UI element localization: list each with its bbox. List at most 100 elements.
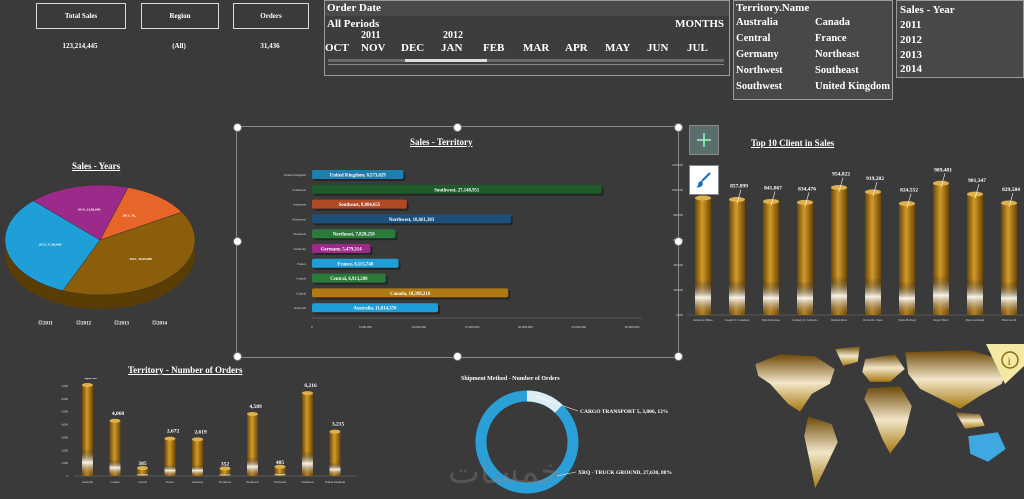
map-australia[interactable]	[967, 431, 1007, 463]
territory-item-southwest[interactable]: Southwest	[736, 81, 783, 92]
client-bar-sheen	[797, 202, 813, 315]
client-bar-top	[1001, 200, 1017, 206]
map-asia[interactable]	[904, 349, 1011, 410]
territory-bar-central[interactable]	[312, 273, 386, 283]
order-date-timeline[interactable]: Order Date All Periods MONTHS 2011 2012 …	[324, 0, 730, 76]
shipment-ring-cargo[interactable]	[475, 390, 579, 494]
month-feb[interactable]: FEB	[483, 42, 505, 54]
map-greenland[interactable]	[834, 345, 861, 367]
territory-bar-northeast[interactable]	[312, 229, 396, 239]
shipment-chart[interactable]: CARGO TRANSPORT 5, 3,806, 12% XRQ - TRUC…	[470, 385, 700, 499]
resize-handle-br[interactable]	[674, 352, 683, 361]
top-clients-chart[interactable]: 0,000 200,000 400,000 600,000 800,000 1000,00…	[655, 150, 1024, 330]
territory-sales-chart[interactable]: United Kingdom, 8,573,829 United Kingdom S…	[240, 150, 670, 350]
territory-axis-label: Northeast	[293, 232, 306, 236]
client-bar-top	[831, 185, 847, 191]
month-dec[interactable]: DEC	[401, 42, 425, 54]
map-south-america[interactable]	[803, 415, 839, 490]
year-item-2012[interactable]: 2012	[900, 34, 922, 46]
add-chart-element-button[interactable]	[689, 125, 719, 155]
territory-item-france[interactable]: France	[815, 33, 847, 44]
shipment-leader-truck	[556, 471, 577, 477]
order-bar-top	[274, 464, 286, 469]
month-jul[interactable]: JUL	[687, 42, 708, 54]
resize-handle-mr[interactable]	[674, 237, 683, 246]
shipment-title: Shipment Method - Number of Orders	[461, 376, 560, 382]
order-value-label: 4,589	[249, 404, 262, 410]
resize-handle-tm[interactable]	[453, 123, 462, 132]
territory-item-canada[interactable]: Canada	[815, 17, 851, 28]
territory-bar-united-kingdom[interactable]	[312, 170, 404, 179]
month-apr[interactable]: APR	[565, 42, 588, 54]
client-leader-line	[906, 193, 912, 208]
territory-item-northwest[interactable]: Northwest	[736, 65, 783, 76]
timeline-track[interactable]	[328, 59, 724, 62]
resize-handle-tl[interactable]	[233, 123, 242, 132]
clients-y-tick: 200,000	[673, 288, 683, 293]
territory-x-tick: 0	[311, 325, 313, 329]
watermark: خمسات	[448, 452, 562, 492]
territory-item-germany[interactable]: Germany	[736, 49, 779, 60]
legend-swatch-2014	[152, 320, 157, 325]
total-sales-value: 123,214,445	[62, 42, 98, 50]
pie-slice-2012[interactable]	[62, 211, 196, 296]
month-jan[interactable]: JAN	[441, 42, 463, 54]
map-africa[interactable]	[863, 385, 913, 455]
legend-swatch-2011	[38, 320, 43, 325]
territory-slicer[interactable]: Territory.Name Australia Canada Central Fra…	[733, 0, 893, 100]
orders-territory-chart[interactable]: 0 1,000 2,000 3,000 4,000 5,000 6,000 7,000 6,84…	[40, 378, 370, 499]
timeline-months[interactable]: OCT NOV DEC JAN FEB MAR APR MAY JUN JUL	[325, 42, 725, 55]
timeline-scrollbar[interactable]	[405, 59, 487, 62]
territory-item-northeast[interactable]: Northeast	[815, 49, 860, 60]
order-bar-sheen	[164, 438, 176, 476]
territory-bar-southwest[interactable]	[312, 184, 602, 194]
resize-handle-bl[interactable]	[233, 352, 242, 361]
resize-handle-bm[interactable]	[453, 352, 462, 361]
month-may[interactable]: MAY	[605, 42, 631, 54]
client-bar-sheen	[831, 187, 847, 315]
territory-bar-germany[interactable]	[312, 244, 371, 253]
client-bar-top	[797, 199, 813, 205]
territory-item-australia[interactable]: Australia	[736, 17, 778, 28]
clients-y-tick: 400,000	[673, 263, 683, 268]
info-badge[interactable]: i	[986, 344, 1024, 384]
map-southeast-asia[interactable]	[954, 411, 986, 430]
resize-handle-tr[interactable]	[674, 123, 683, 132]
year-item-2014[interactable]: 2014	[900, 63, 922, 75]
month-mar[interactable]: MAR	[523, 42, 550, 54]
map-europe[interactable]	[861, 353, 906, 383]
pie-slice-2011[interactable]	[99, 187, 183, 241]
world-map[interactable]: i	[740, 344, 1024, 499]
order-value-label: 385	[138, 461, 147, 467]
resize-handle-ml[interactable]	[233, 237, 242, 246]
year-item-2011[interactable]: 2011	[900, 19, 922, 31]
client-leader-line	[804, 192, 810, 207]
timeline-period[interactable]: All Periods	[327, 18, 380, 30]
pie-slice-2013[interactable]	[4, 200, 101, 291]
month-nov[interactable]: NOV	[361, 42, 386, 54]
client-bar-top	[865, 189, 881, 195]
territory-item-southeast[interactable]: Southeast	[815, 65, 859, 76]
info-icon[interactable]	[1001, 351, 1019, 369]
timeline-unit[interactable]: MONTHS	[675, 18, 724, 30]
sales-year-slicer[interactable]: Sales - Year 2011 2012 2013 2014	[896, 0, 1024, 78]
timeline-baseline	[328, 64, 724, 65]
year-item-2013[interactable]: 2013	[900, 49, 922, 61]
client-bar-top	[729, 196, 745, 202]
territory-x-tick: 5,000,000	[359, 325, 373, 330]
pie-years-chart[interactable]: 2011, 18,, 2012, 49,00,000 2013, 37,00,000…	[0, 175, 205, 325]
month-oct[interactable]: OCT	[325, 42, 349, 54]
map-north-america[interactable]	[754, 353, 836, 413]
territory-bar-northwest[interactable]	[312, 214, 512, 224]
territory-bar-australia[interactable]	[312, 303, 439, 313]
month-jun[interactable]: JUN	[647, 42, 669, 54]
territory-item-central[interactable]: Central	[736, 33, 771, 44]
territory-bar-france[interactable]	[312, 258, 399, 268]
pie-slice-2014[interactable]	[32, 184, 129, 241]
order-territory-label: Canada	[111, 480, 121, 484]
territory-item-united-kingdom[interactable]: United Kingdom	[815, 81, 890, 92]
chart-styles-button[interactable]	[689, 165, 719, 195]
territory-bar-canada[interactable]	[312, 288, 509, 298]
territory-bar-southeast[interactable]	[312, 199, 407, 209]
client-bar-sheen	[865, 191, 881, 315]
